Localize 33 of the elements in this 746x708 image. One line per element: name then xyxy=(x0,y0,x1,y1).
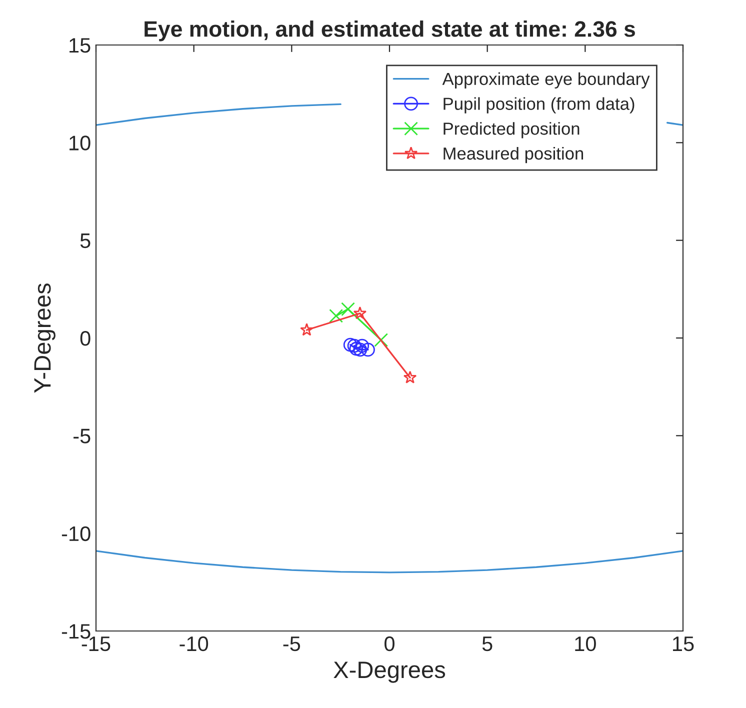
point xyxy=(347,338,362,353)
point xyxy=(374,333,388,347)
point xyxy=(353,306,367,320)
y-tick-label: 5 xyxy=(80,234,90,248)
y-tick-label: 0 xyxy=(80,331,90,346)
y-axis-title: Y-Degrees xyxy=(34,284,56,393)
y-tick-label: -5 xyxy=(74,428,90,444)
y-tick-label: -10 xyxy=(62,526,90,542)
x-tick-label: 15 xyxy=(673,636,694,652)
line-series xyxy=(96,550,683,574)
x-tick-label: 10 xyxy=(575,636,596,652)
point xyxy=(349,342,364,356)
point xyxy=(355,338,370,353)
x-tick-label: 0 xyxy=(384,636,394,652)
y-tick-label: -15 xyxy=(62,624,90,639)
chart-title: Eye motion, and estimated state at time: 2.36 s xyxy=(144,20,635,42)
x-axis-title: X-Degrees xyxy=(334,662,446,683)
point xyxy=(353,342,368,357)
x-tick-label: -5 xyxy=(283,636,300,652)
x-tick-label: 5 xyxy=(482,636,492,652)
point xyxy=(300,323,314,336)
point xyxy=(403,370,417,384)
x-tick-label: -10 xyxy=(180,636,208,652)
y-tick-label: 10 xyxy=(70,136,90,150)
point xyxy=(341,302,355,316)
point xyxy=(361,342,375,357)
point xyxy=(329,308,344,323)
legend-label: Pupil position (from data) xyxy=(444,97,634,114)
legend-label: Measured position xyxy=(444,146,584,164)
legend-label: Predicted position xyxy=(444,122,580,138)
legend-label: Approximate eye boundary xyxy=(442,72,650,89)
point xyxy=(343,338,358,352)
y-tick-label: 15 xyxy=(70,38,90,53)
